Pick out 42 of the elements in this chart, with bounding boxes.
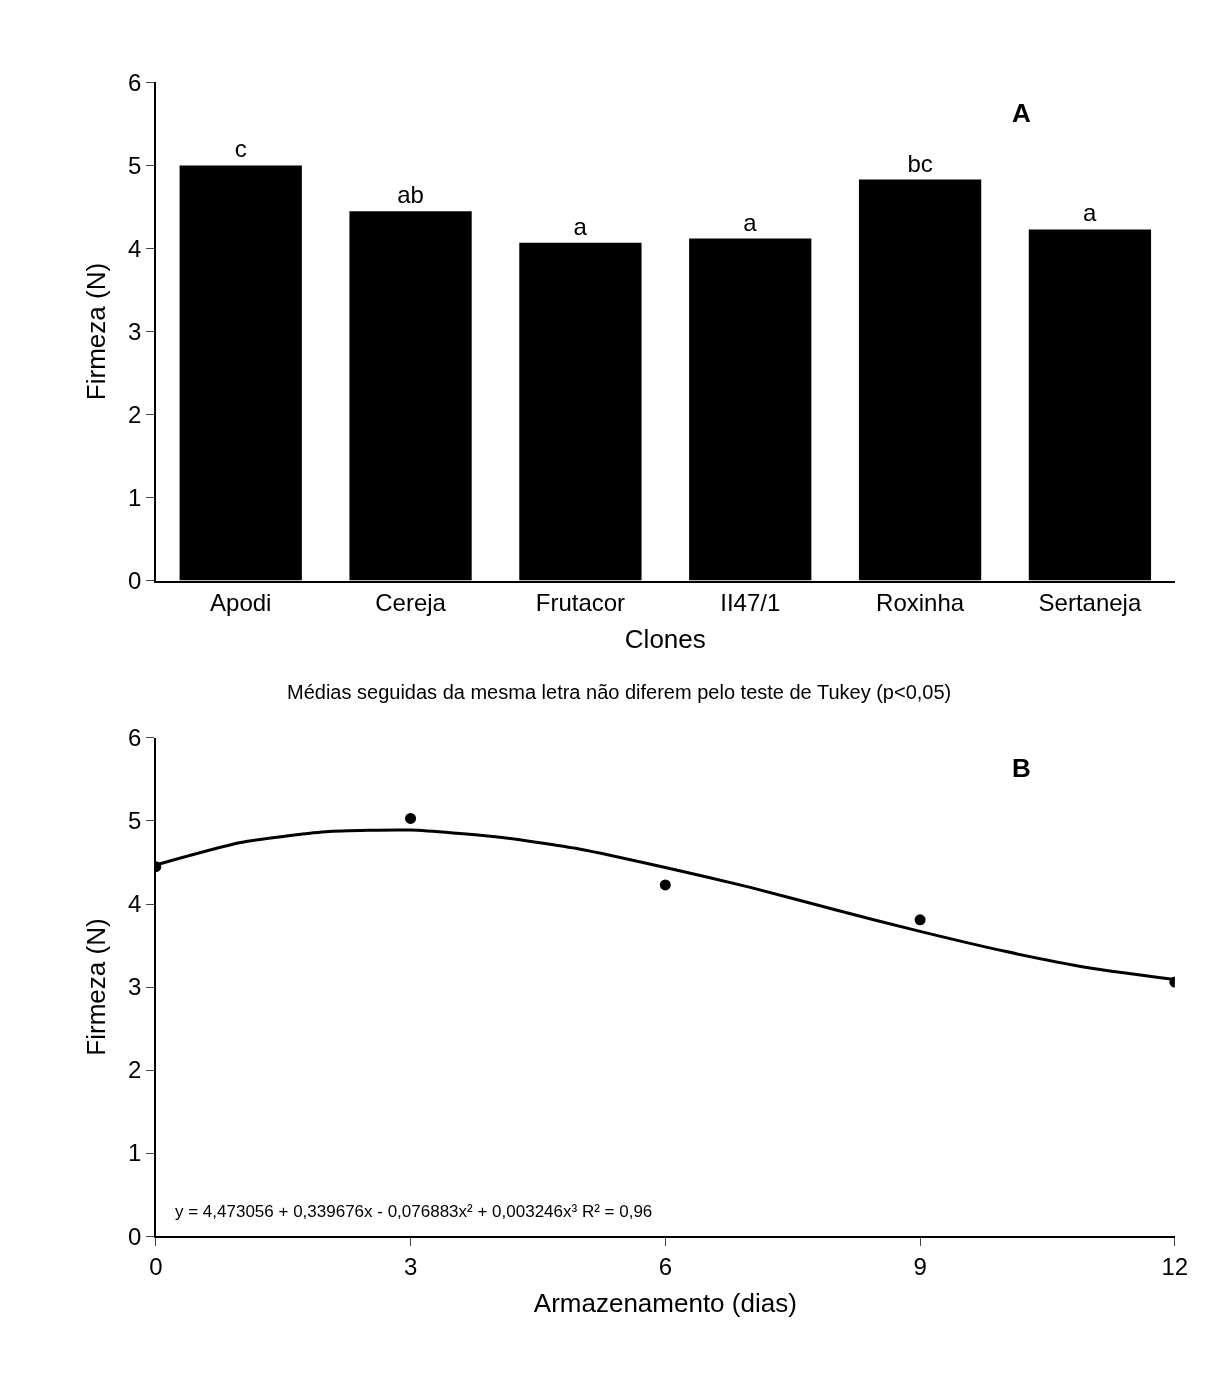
data-label: bc (907, 149, 933, 177)
y-tick-label: 2 (127, 400, 142, 428)
x-tick-label: 6 (658, 1252, 672, 1280)
y-tick-label: 1 (127, 483, 142, 511)
y-tick-label: 3 (127, 973, 142, 1001)
x-tick-label: 3 (403, 1252, 418, 1280)
y-tick-label: 5 (127, 151, 142, 179)
x-tick-label: Apodi (210, 589, 272, 617)
text: A (1012, 98, 1031, 128)
point (659, 879, 671, 891)
x-tick-label: 9 (913, 1252, 927, 1280)
x-tick-label: Roxinha (876, 589, 965, 617)
point (914, 914, 926, 926)
y-axis-title: Firmeza (N) (80, 918, 111, 1056)
data-label: a (573, 212, 588, 240)
x-tick-label: 0 (149, 1252, 163, 1280)
data-label: c (234, 135, 247, 163)
y-tick-label: 3 (127, 317, 142, 345)
data-label: ab (397, 181, 424, 209)
x-tick-label: Sertaneja (1038, 589, 1142, 617)
y-tick-label: 1 (127, 1139, 142, 1167)
x-tick-label: 12 (1161, 1252, 1189, 1280)
y-tick-label: 0 (127, 1222, 142, 1250)
annotation: y = 4,473056 + 0,339676x - 0,076883x² + 0,003246x³ R² = 0,96 (175, 1202, 653, 1221)
y-axis-title: Firmeza (N) (80, 262, 111, 401)
x-tick-label: Cereja (375, 589, 447, 617)
x-axis-title: Armazenamento (dias) (533, 1287, 797, 1318)
y-tick-label: 0 (127, 567, 142, 595)
x-axis-title: Clones (624, 624, 706, 655)
y-tick-label: 6 (127, 68, 142, 96)
y-tick-label: 4 (127, 890, 142, 918)
data-label: a (1082, 199, 1097, 227)
y-tick-label: 6 (127, 724, 142, 752)
text: Médias seguidas da mesma letra não diferem pelo teste de Tukey (p<0,05) (287, 681, 952, 703)
y-tick-label: 5 (127, 807, 142, 835)
x-tick-label: II47/1 (720, 589, 781, 617)
x-tick-label: Frutacor (535, 589, 626, 617)
y-tick-label: 4 (127, 234, 142, 262)
text: B (1012, 753, 1031, 783)
y-tick-label: 2 (127, 1056, 142, 1084)
point (405, 812, 417, 824)
data-label: a (743, 208, 758, 236)
